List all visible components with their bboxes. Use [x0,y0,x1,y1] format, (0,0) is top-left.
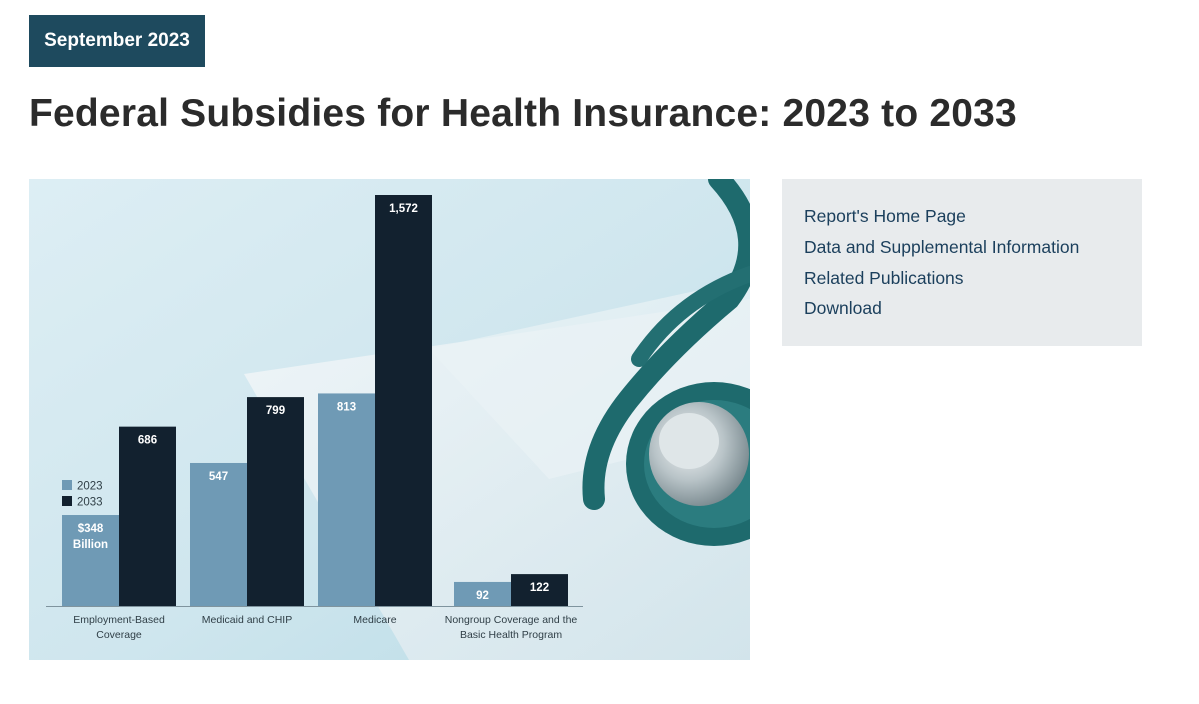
category-label: Employment-Based [73,614,165,626]
bar-2023 [454,581,511,606]
category-label: Medicaid and CHIP [202,614,292,626]
link-item: Download [804,295,1120,326]
data-label: 122 [530,582,549,594]
bar-2033 [119,426,176,606]
date-badge: September 2023 [29,15,205,67]
legend-swatch-2033 [62,496,72,506]
related-publications-link[interactable]: Related Publications [804,267,964,288]
data-label: 686 [138,435,157,447]
legend-label-2023: 2023 [77,481,103,493]
report-home-link[interactable]: Report's Home Page [804,206,966,226]
category-label: Medicare [353,614,396,626]
data-supplemental-link[interactable]: Data and Supplemental Information [804,236,1080,257]
legend-label-2033: 2033 [77,497,103,509]
cover-figure: $348 Billion 686 Employment-Based Coverage 54… [29,179,750,660]
bar-2023 [62,515,119,606]
link-item: Report's Home Page [804,203,1120,234]
page-title: Federal Subsidies for Health Insurance: … [29,92,1017,135]
report-links-panel: Report's Home Page Data and Supplemental… [782,179,1142,346]
bar-2033 [247,397,304,606]
data-label: $348 [78,523,104,535]
bar-2023 [190,462,247,606]
category-label: Coverage [96,629,142,641]
category-label: Nongroup Coverage and the [445,614,578,626]
data-label: 1,572 [389,203,418,215]
category-label: Basic Health Program [460,629,562,641]
data-label: 799 [266,405,285,417]
data-label: 92 [476,590,489,602]
data-label: 813 [337,401,356,413]
data-label: 547 [209,471,228,483]
bar-2033 [375,195,432,606]
data-label-unit: Billion [73,539,108,551]
bar-2033 [511,574,568,606]
download-link[interactable]: Download [804,298,882,319]
subsidies-bar-chart: $348 Billion 686 Employment-Based Coverage 54… [29,179,750,660]
report-links-list: Report's Home Page Data and Supplemental… [804,203,1120,326]
stethoscope-icon [582,179,750,546]
link-item: Related Publications [804,265,1120,296]
bar-2023 [318,393,375,606]
link-item: Data and Supplemental Information [804,234,1120,265]
legend-swatch-2023 [62,480,72,490]
